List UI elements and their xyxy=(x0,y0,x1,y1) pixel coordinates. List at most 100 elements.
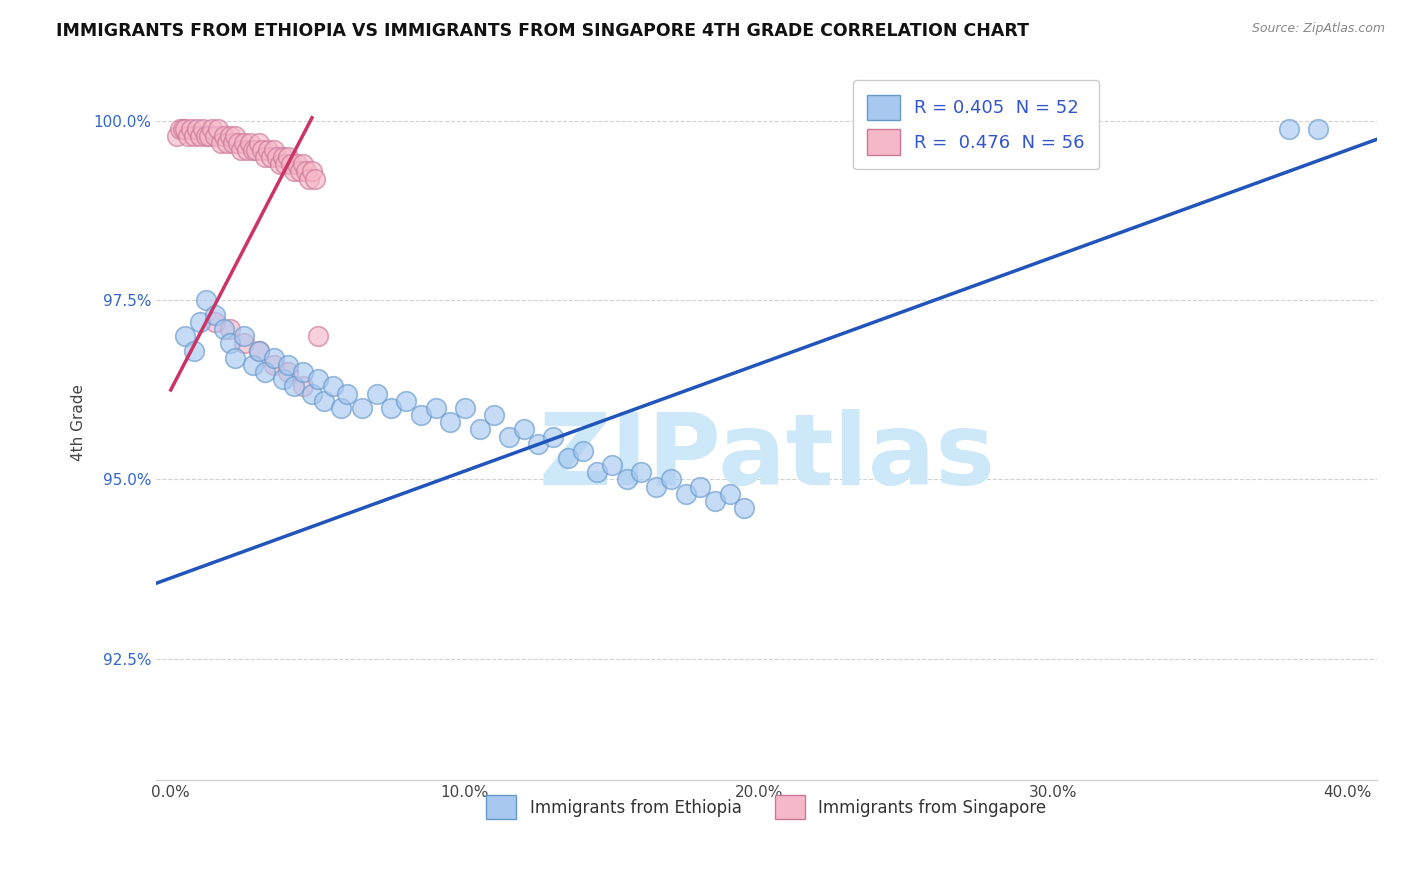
Point xyxy=(183,128,205,143)
Point xyxy=(304,171,326,186)
Point xyxy=(247,343,270,358)
Point xyxy=(274,157,297,171)
Point xyxy=(218,322,240,336)
Point xyxy=(191,121,214,136)
Point xyxy=(242,358,264,372)
Point xyxy=(271,150,294,164)
Point xyxy=(675,487,697,501)
Point xyxy=(212,128,235,143)
Point xyxy=(224,351,246,365)
Y-axis label: 4th Grade: 4th Grade xyxy=(72,384,86,460)
Point xyxy=(198,128,221,143)
Point xyxy=(454,401,477,415)
Point xyxy=(266,150,288,164)
Point xyxy=(292,379,315,393)
Point xyxy=(195,128,218,143)
Point xyxy=(283,379,305,393)
Point xyxy=(307,372,329,386)
Point xyxy=(277,358,299,372)
Text: IMMIGRANTS FROM ETHIOPIA VS IMMIGRANTS FROM SINGAPORE 4TH GRADE CORRELATION CHAR: IMMIGRANTS FROM ETHIOPIA VS IMMIGRANTS F… xyxy=(56,22,1029,40)
Point xyxy=(312,393,335,408)
Point xyxy=(277,150,299,164)
Point xyxy=(600,458,623,472)
Text: ZIPatlas: ZIPatlas xyxy=(538,409,995,507)
Point xyxy=(271,372,294,386)
Point xyxy=(247,343,270,358)
Point xyxy=(322,379,344,393)
Point xyxy=(269,157,291,171)
Point xyxy=(290,164,312,178)
Point xyxy=(366,386,388,401)
Point xyxy=(256,143,278,157)
Point xyxy=(233,336,256,351)
Point xyxy=(172,121,194,136)
Point xyxy=(245,143,267,157)
Point xyxy=(236,143,259,157)
Point xyxy=(439,415,461,429)
Point xyxy=(233,329,256,343)
Point xyxy=(630,466,652,480)
Point xyxy=(425,401,447,415)
Point xyxy=(513,422,536,436)
Point xyxy=(689,480,711,494)
Point xyxy=(541,429,564,443)
Point xyxy=(498,429,520,443)
Point xyxy=(212,322,235,336)
Point xyxy=(484,408,506,422)
Legend: Immigrants from Ethiopia, Immigrants from Singapore: Immigrants from Ethiopia, Immigrants fro… xyxy=(479,789,1053,826)
Point xyxy=(221,136,243,150)
Point xyxy=(277,365,299,379)
Point xyxy=(295,164,318,178)
Point xyxy=(336,386,359,401)
Point xyxy=(263,351,285,365)
Point xyxy=(239,136,262,150)
Point xyxy=(177,128,200,143)
Point xyxy=(195,293,218,308)
Text: Source: ZipAtlas.com: Source: ZipAtlas.com xyxy=(1251,22,1385,36)
Point xyxy=(395,393,418,408)
Point xyxy=(1278,121,1301,136)
Point xyxy=(409,408,432,422)
Point xyxy=(253,150,276,164)
Point xyxy=(169,121,191,136)
Point xyxy=(263,143,285,157)
Point xyxy=(250,143,273,157)
Point xyxy=(330,401,353,415)
Point xyxy=(183,343,205,358)
Point xyxy=(215,136,238,150)
Point xyxy=(166,128,188,143)
Point xyxy=(704,494,727,508)
Point xyxy=(301,164,323,178)
Point xyxy=(280,157,302,171)
Point xyxy=(186,121,208,136)
Point xyxy=(285,157,308,171)
Point xyxy=(557,450,579,465)
Point xyxy=(301,386,323,401)
Point xyxy=(260,150,283,164)
Point xyxy=(350,401,373,415)
Point xyxy=(263,358,285,372)
Point xyxy=(188,315,211,329)
Point xyxy=(207,121,229,136)
Point xyxy=(204,315,226,329)
Point xyxy=(659,473,682,487)
Point xyxy=(380,401,402,415)
Point xyxy=(645,480,668,494)
Point xyxy=(201,121,224,136)
Point xyxy=(188,128,211,143)
Point xyxy=(242,143,264,157)
Point xyxy=(218,128,240,143)
Point xyxy=(292,157,315,171)
Point xyxy=(468,422,491,436)
Point xyxy=(718,487,741,501)
Point xyxy=(616,473,638,487)
Point xyxy=(218,336,240,351)
Point xyxy=(224,128,246,143)
Point xyxy=(174,329,197,343)
Point xyxy=(586,466,609,480)
Point xyxy=(283,164,305,178)
Point xyxy=(307,329,329,343)
Point xyxy=(174,121,197,136)
Point xyxy=(1306,121,1329,136)
Point xyxy=(733,501,755,516)
